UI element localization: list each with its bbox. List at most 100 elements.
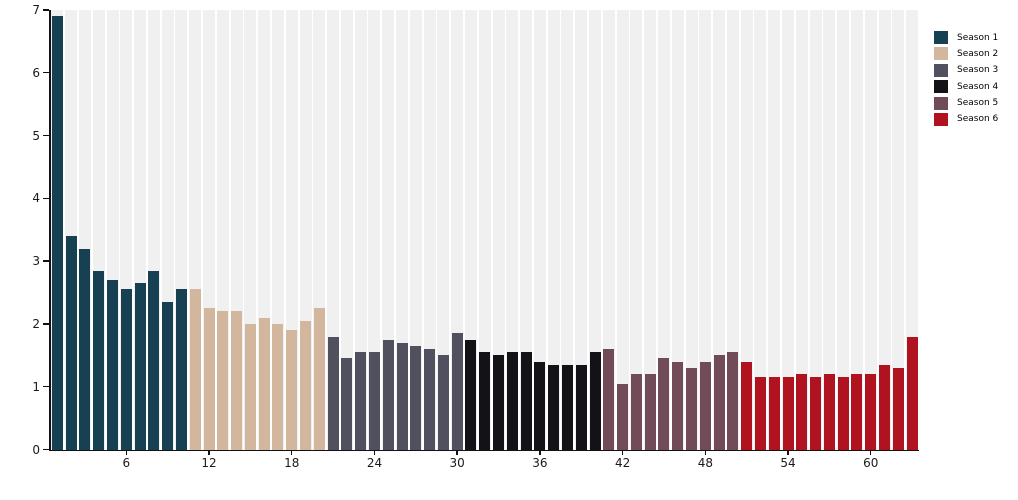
y-tick bbox=[43, 386, 49, 388]
legend-swatch-icon bbox=[934, 47, 948, 61]
bar-episode-3 bbox=[79, 248, 91, 450]
legend-label: Season 3 bbox=[957, 65, 999, 76]
y-tick bbox=[43, 448, 49, 451]
x-tick-label: 54 bbox=[780, 455, 796, 470]
background-band bbox=[478, 10, 491, 450]
bar-episode-11 bbox=[189, 289, 201, 450]
background-band bbox=[823, 10, 836, 450]
bar-episode-45 bbox=[658, 358, 670, 450]
background-band bbox=[492, 10, 505, 450]
background-band bbox=[754, 10, 767, 450]
bar-episode-36 bbox=[534, 361, 546, 450]
bar-episode-35 bbox=[520, 352, 532, 450]
background-band bbox=[768, 10, 781, 450]
legend-item-season-6: Season 6 bbox=[934, 112, 998, 126]
bar-episode-13 bbox=[217, 311, 229, 450]
legend-swatch-icon bbox=[934, 96, 948, 110]
legend-item-season-1: Season 1 bbox=[934, 31, 998, 44]
x-tick bbox=[704, 451, 707, 455]
bar-episode-27 bbox=[410, 345, 422, 450]
bar-episode-28 bbox=[424, 349, 436, 450]
y-tick-label: 3 bbox=[32, 254, 40, 269]
bar-episode-8 bbox=[148, 270, 160, 450]
y-tick-label: 7 bbox=[32, 3, 40, 17]
bar-episode-55 bbox=[796, 374, 808, 450]
background-band bbox=[506, 10, 519, 450]
background-band bbox=[589, 10, 602, 450]
bar-episode-22 bbox=[341, 358, 353, 450]
x-tick-label: 48 bbox=[697, 455, 713, 470]
legend-swatch-icon bbox=[934, 31, 948, 44]
bar-episode-17 bbox=[272, 323, 284, 450]
background-band bbox=[864, 10, 877, 450]
y-tick-label: 5 bbox=[32, 128, 40, 143]
legend-swatch-icon bbox=[934, 63, 948, 77]
background-band bbox=[850, 10, 863, 450]
legend: Season 1 Season 2 Season 3 Season 4 Season 5… bbox=[934, 31, 998, 129]
bar-episode-52 bbox=[754, 377, 766, 450]
y-axis-line bbox=[49, 10, 51, 451]
y-tick bbox=[43, 134, 49, 137]
bar-episode-4 bbox=[93, 270, 105, 450]
bar-episode-38 bbox=[561, 364, 573, 450]
bar-episode-62 bbox=[892, 367, 904, 450]
bar-episode-2 bbox=[65, 236, 77, 450]
background-band bbox=[423, 10, 436, 450]
y-tick-label: 0 bbox=[32, 442, 40, 457]
bar-episode-23 bbox=[355, 352, 367, 450]
y-tick bbox=[43, 72, 49, 74]
x-tick bbox=[208, 451, 210, 455]
background-band bbox=[892, 10, 905, 450]
bar-episode-46 bbox=[672, 361, 684, 450]
background-band bbox=[520, 10, 533, 450]
bar-episode-6 bbox=[120, 289, 132, 450]
x-tick bbox=[125, 451, 127, 455]
bar-episode-24 bbox=[368, 352, 380, 450]
bar-episode-34 bbox=[506, 352, 518, 450]
background-band bbox=[740, 10, 753, 450]
x-tick-label: 12 bbox=[201, 455, 217, 470]
background-band bbox=[685, 10, 698, 450]
bar-episode-63 bbox=[906, 336, 918, 450]
bar-episode-32 bbox=[479, 352, 491, 450]
y-tick bbox=[43, 9, 49, 11]
background-band bbox=[340, 10, 353, 450]
x-tick bbox=[291, 451, 293, 455]
background-band bbox=[368, 10, 381, 450]
y-tick bbox=[43, 260, 49, 262]
bar-episode-43 bbox=[630, 374, 642, 450]
bar-episode-7 bbox=[134, 283, 146, 450]
bar-episode-33 bbox=[493, 355, 505, 450]
legend-label: Season 2 bbox=[957, 48, 999, 59]
bar-episode-56 bbox=[810, 377, 822, 450]
x-axis-line bbox=[49, 449, 920, 451]
x-tick bbox=[870, 451, 872, 455]
bar-episode-39 bbox=[575, 364, 587, 450]
y-tick-label: 4 bbox=[32, 191, 40, 206]
bar-episode-48 bbox=[699, 361, 711, 450]
background-band bbox=[657, 10, 670, 450]
y-tick bbox=[43, 197, 49, 200]
x-tick-label: 42 bbox=[614, 455, 631, 470]
bar-episode-15 bbox=[244, 323, 256, 450]
background-band bbox=[878, 10, 891, 450]
bar-episode-57 bbox=[823, 374, 835, 450]
x-tick-label: 6 bbox=[122, 455, 131, 470]
bar-episode-41 bbox=[603, 349, 615, 450]
legend-item-season-3: Season 3 bbox=[934, 63, 999, 77]
bar-episode-10 bbox=[175, 289, 187, 450]
y-tick-label: 6 bbox=[32, 65, 40, 80]
x-tick bbox=[373, 451, 376, 455]
background-band bbox=[795, 10, 808, 450]
bar-episode-44 bbox=[644, 374, 656, 450]
x-tick bbox=[787, 451, 789, 455]
bar-episode-5 bbox=[107, 279, 119, 450]
bar-episode-29 bbox=[437, 355, 449, 450]
bar-episode-47 bbox=[686, 367, 698, 450]
bar-episode-19 bbox=[300, 320, 312, 450]
legend-label: Season 4 bbox=[957, 81, 999, 92]
background-band bbox=[575, 10, 588, 450]
x-tick-label: 30 bbox=[449, 455, 465, 470]
background-band bbox=[809, 10, 822, 450]
